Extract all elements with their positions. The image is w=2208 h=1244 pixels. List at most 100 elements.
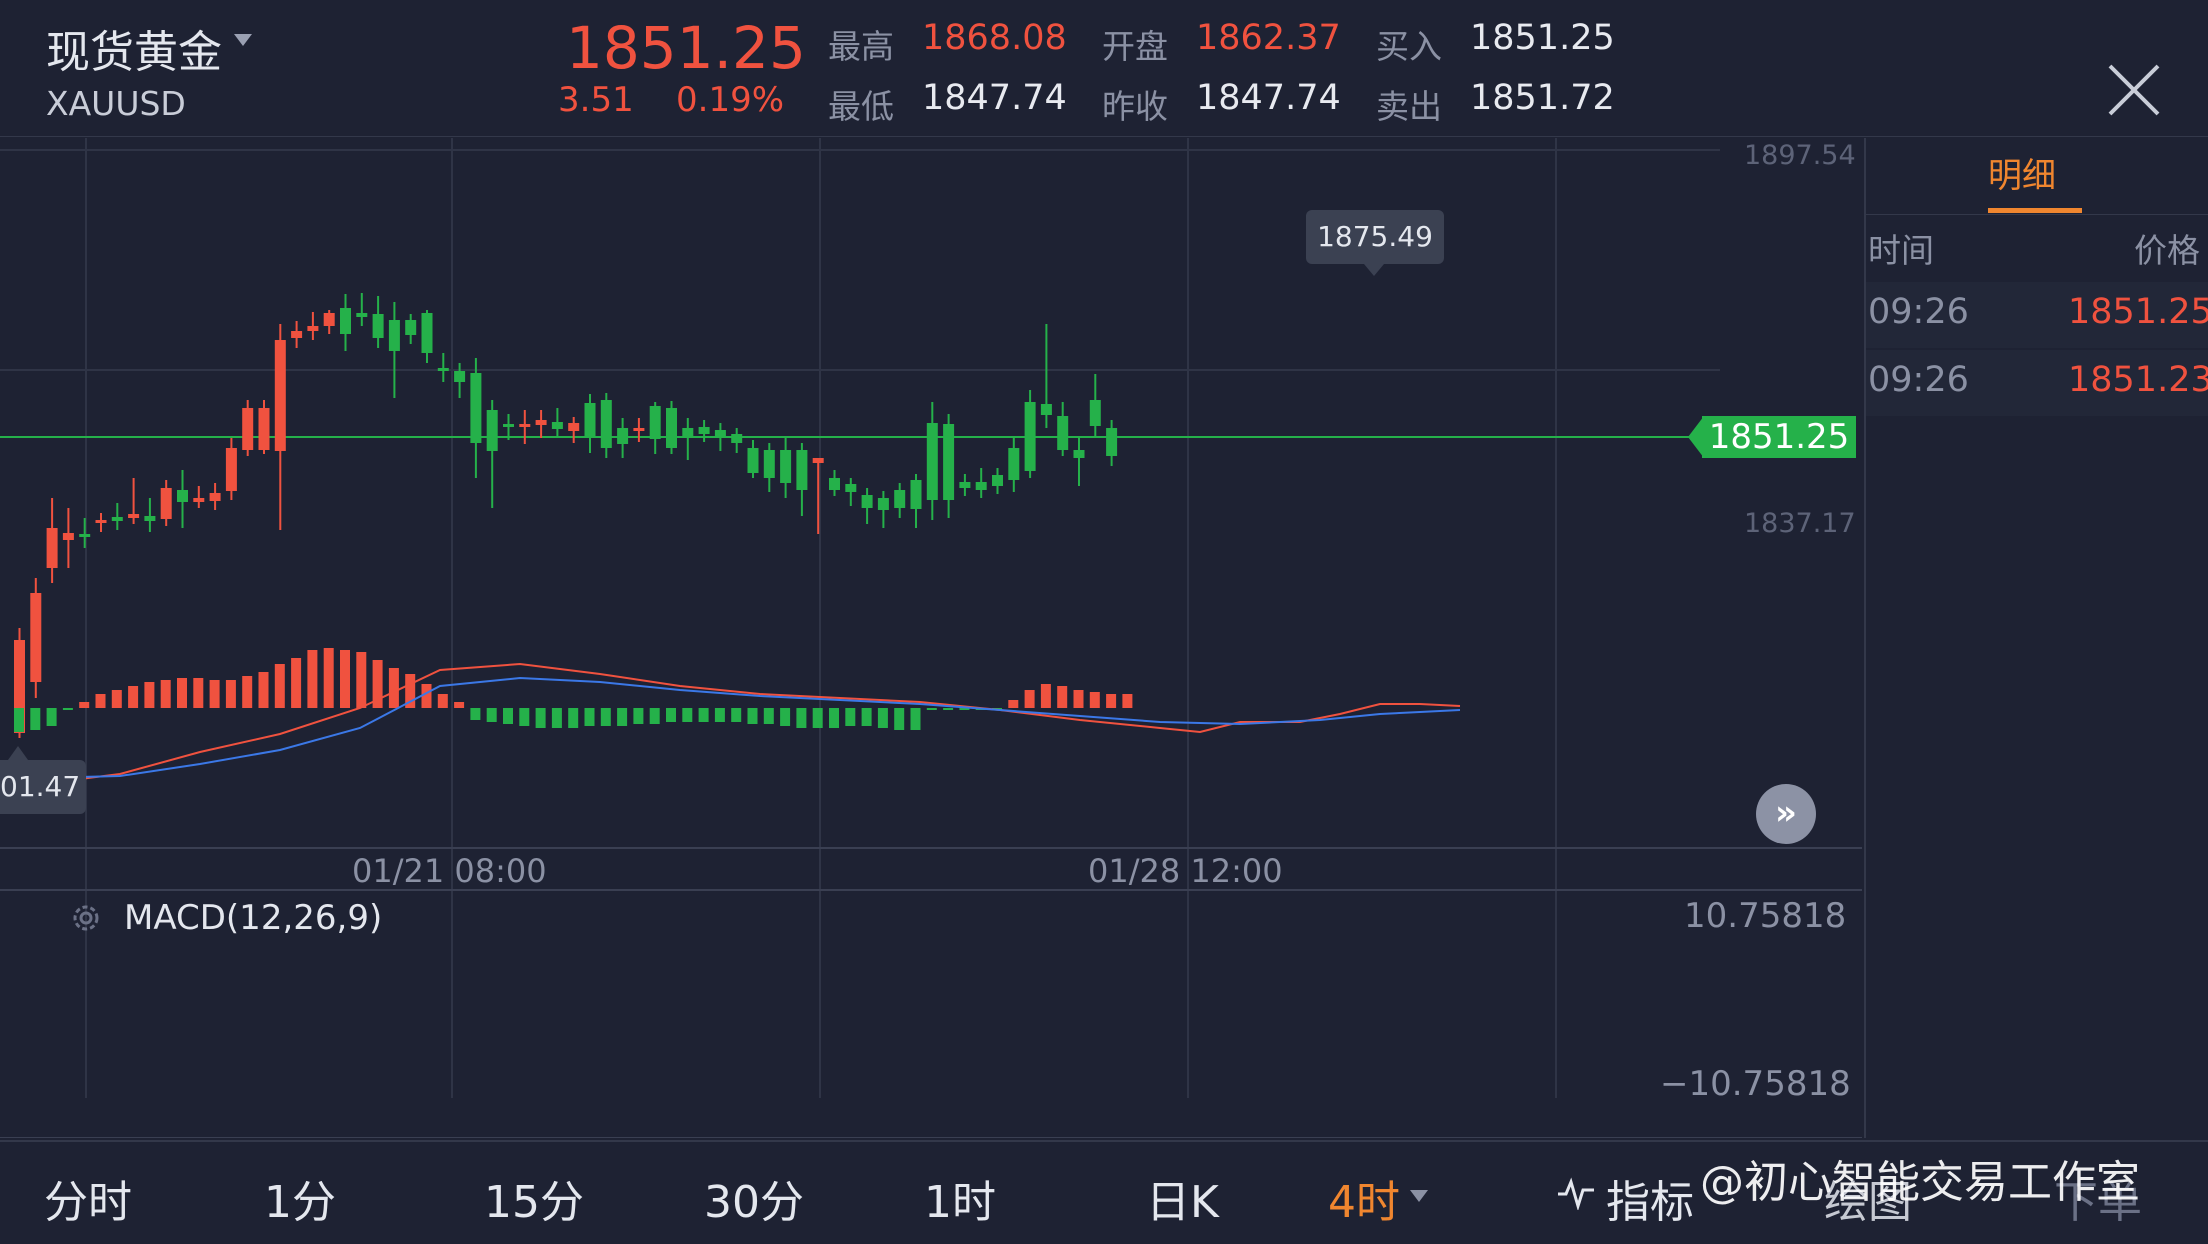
price-axis-top: 1897.54 [1744, 140, 1856, 171]
macd-bar-positive [405, 674, 416, 708]
macd-bar-negative [698, 708, 709, 722]
macd-bar-positive [356, 652, 367, 708]
macd-bar-negative [568, 708, 579, 728]
macd-bar-negative [617, 708, 628, 726]
candle [1040, 404, 1052, 415]
high-marker: 1875.49 [1306, 210, 1444, 264]
macd-bar-positive [437, 694, 448, 708]
last-price: 1851.25 [566, 14, 806, 82]
scroll-to-latest-button[interactable]: » [1756, 784, 1816, 844]
candle [470, 373, 482, 443]
candle [910, 480, 922, 509]
macd-bar-negative [535, 708, 546, 728]
draw-button[interactable]: 绘图 [1824, 1177, 1912, 1228]
macd-bar-positive [274, 664, 285, 708]
candle [388, 320, 400, 351]
candle [926, 423, 938, 500]
macd-bar-positive [1057, 686, 1068, 708]
tab-timeframe-intraday[interactable]: 分时 [44, 1177, 132, 1228]
candle [372, 314, 384, 338]
macd-bar-positive [177, 678, 187, 708]
candlestick-chart[interactable] [0, 138, 1862, 1138]
macd-bar-positive [340, 650, 350, 708]
col-price-header: 价格 [2134, 231, 2200, 270]
macd-bar-positive [421, 684, 432, 708]
macd-bar-negative [486, 708, 497, 722]
candle [763, 450, 775, 478]
gear-icon[interactable] [68, 900, 104, 936]
bid-label: 买入 [1376, 27, 1442, 66]
candle [421, 313, 433, 353]
close-icon[interactable] [2104, 60, 2164, 120]
candle [79, 534, 91, 537]
macd-dea-line [0, 676, 1461, 780]
candle [1089, 400, 1101, 426]
tab-timeframe-30m[interactable]: 30分 [704, 1177, 804, 1228]
symbol-code: XAUUSD [46, 84, 186, 123]
tab-timeframe-1h[interactable]: 1时 [924, 1177, 996, 1228]
candle [225, 448, 237, 491]
candle [1073, 450, 1085, 458]
macd-label: MACD(12,26,9) [124, 898, 383, 938]
candle [829, 478, 840, 490]
candle [731, 434, 743, 443]
macd-bar-positive [1040, 684, 1051, 708]
macd-bar-negative [649, 708, 660, 724]
tab-timeframe-daily[interactable]: 日K [1146, 1177, 1219, 1228]
high-value: 1868.08 [922, 18, 1067, 58]
candle [780, 450, 792, 483]
macd-bar-negative [714, 708, 725, 722]
candle [209, 493, 221, 501]
candle [1008, 448, 1020, 480]
macd-bar-positive [95, 694, 106, 708]
macd-bar-negative [633, 708, 644, 724]
macd-bar-negative [503, 708, 513, 724]
candle [568, 423, 580, 431]
indicators-button[interactable]: 指标 [1606, 1177, 1694, 1228]
macd-bar-positive [160, 680, 171, 708]
order-button[interactable]: 下单 [2054, 1177, 2142, 1228]
macd-bar-positive [388, 668, 399, 708]
candle [617, 428, 629, 444]
candle [128, 514, 140, 518]
candle [894, 490, 906, 508]
symbol-name[interactable]: 现货黄金 [46, 27, 222, 78]
prev-close-value: 1847.74 [1196, 78, 1341, 118]
row-time: 09:26 [1868, 292, 1969, 332]
tab-timeframe-4h[interactable]: 4时 [1328, 1177, 1400, 1228]
macd-bar-positive [144, 682, 155, 708]
chevron-down-icon[interactable] [1410, 1190, 1428, 1202]
macd-bar-negative [62, 708, 73, 710]
macd-bar-negative [796, 708, 807, 728]
candle [503, 424, 514, 427]
macd-bar-negative [46, 708, 57, 726]
macd-bar-negative [877, 708, 888, 728]
quote-header: 现货黄金 XAUUSD 1851.25 3.51 0.19% 最高 1868.0… [0, 0, 2208, 136]
macd-bar-negative [551, 708, 562, 728]
open-value: 1862.37 [1196, 18, 1341, 58]
candle [111, 517, 123, 521]
candle [30, 593, 42, 682]
candle [666, 408, 677, 448]
bid-value: 1851.25 [1470, 18, 1615, 58]
candle [340, 308, 351, 334]
macd-bar-negative [470, 708, 481, 720]
candle [682, 428, 694, 438]
chevron-down-icon[interactable] [234, 34, 252, 46]
macd-bar-positive [1008, 700, 1019, 708]
candle [486, 410, 498, 451]
candle [812, 458, 824, 463]
price-tag-pointer [1688, 416, 1704, 458]
tab-detail[interactable]: 明细 [1988, 156, 2056, 196]
macd-bar-negative [14, 708, 24, 732]
indicator-icon[interactable] [1556, 1176, 1596, 1210]
chart-canvas [0, 138, 1862, 1138]
tab-timeframe-1m[interactable]: 1分 [264, 1177, 336, 1228]
macd-bar-negative [763, 708, 774, 724]
macd-bar-positive [128, 686, 139, 708]
candle [46, 528, 58, 568]
panel-divider [1866, 214, 2208, 215]
tab-timeframe-15m[interactable]: 15分 [484, 1177, 584, 1228]
macd-bar-negative [731, 708, 742, 722]
macd-bar-positive [454, 702, 465, 708]
